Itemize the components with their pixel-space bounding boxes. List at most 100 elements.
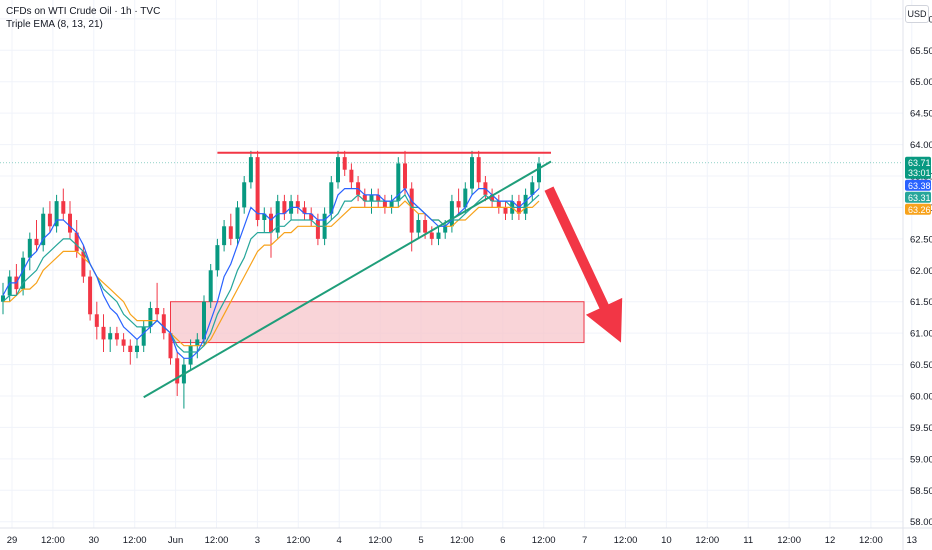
x-tick-label: 12:00	[205, 535, 229, 546]
candle-body	[342, 157, 347, 170]
grid	[0, 0, 913, 528]
candle-body	[215, 245, 220, 271]
candle-body	[476, 157, 481, 183]
candle-body	[396, 163, 401, 202]
x-tick-label: 12:00	[450, 535, 474, 546]
y-tick-label: 61.00	[910, 329, 932, 340]
candles	[1, 150, 541, 409]
candle-body	[7, 276, 12, 296]
candle-body	[490, 194, 495, 202]
candle-body	[443, 226, 448, 233]
candle-body	[94, 314, 99, 327]
candle-body	[362, 194, 367, 202]
candle-body	[195, 339, 200, 346]
x-tick-label: 5	[418, 535, 423, 546]
candle-body	[376, 194, 381, 202]
candle-body	[68, 213, 72, 233]
candle-body	[175, 358, 180, 384]
candle-body	[262, 213, 267, 220]
y-tick-label: 64.50	[910, 109, 932, 120]
symbol-title[interactable]: CFDs on WTI Crude Oil · 1h · TVC	[6, 6, 161, 17]
candle-body	[88, 276, 93, 315]
candle-body	[403, 163, 407, 189]
candle-body	[248, 157, 253, 183]
candle-body	[470, 157, 474, 189]
y-tick-label: 60.50	[910, 360, 932, 371]
y-tick-label: 65.00	[910, 77, 932, 88]
candle-body	[141, 326, 146, 346]
candle-body	[41, 213, 46, 246]
candle-body	[409, 188, 414, 233]
candle-body	[108, 333, 113, 340]
y-tick-label: 58.50	[910, 486, 932, 497]
price-badge-value: 63.26	[908, 205, 931, 215]
x-tick-label: 30	[89, 535, 100, 546]
candle-body	[523, 194, 528, 214]
price-badge	[905, 156, 931, 179]
chart-legend: CFDs on WTI Crude Oil · 1h · TVC Triple …	[6, 5, 160, 31]
x-tick-label: 4	[337, 535, 342, 546]
candle-body	[222, 226, 227, 246]
y-tick-label: 62.50	[910, 234, 932, 245]
x-tick-label: 12:00	[695, 535, 719, 546]
candle-body	[503, 207, 508, 214]
candle-body	[456, 201, 461, 208]
candle-body	[1, 295, 5, 302]
x-tick-label: 3	[255, 535, 260, 546]
candle-body	[74, 232, 79, 252]
x-tick-label: 11	[743, 535, 753, 546]
x-tick-label: 6	[500, 535, 505, 546]
y-tick-label: 59.50	[910, 423, 932, 434]
candle-body	[309, 213, 314, 220]
candle-body	[128, 345, 133, 352]
candle-body	[135, 345, 139, 352]
candle-body	[315, 220, 320, 239]
x-tick-label: 12:00	[286, 535, 310, 546]
target-zone	[170, 301, 585, 344]
candle-body	[269, 213, 273, 233]
candle-body	[429, 232, 434, 239]
candle-body	[530, 182, 535, 195]
candle-body	[101, 326, 106, 340]
ema-fast-line	[2, 187, 540, 359]
candle-body	[168, 333, 173, 359]
x-tick-label: 29	[7, 535, 18, 546]
candle-body	[275, 201, 280, 233]
indicator-title[interactable]: Triple EMA (8, 13, 21)	[6, 19, 103, 30]
candle-body	[155, 308, 160, 315]
drawings	[143, 151, 623, 399]
candle-body	[336, 157, 340, 183]
candle-body	[81, 251, 86, 277]
candle-body	[202, 301, 206, 340]
price-badge-value: 63.71	[908, 158, 931, 168]
candle-body	[416, 220, 421, 233]
candle-body	[242, 182, 247, 208]
price-badge	[905, 203, 931, 215]
currency-button[interactable]: USD	[905, 5, 929, 23]
price-badge-value: 63.31	[908, 193, 931, 203]
trendline	[143, 160, 552, 399]
price-badge	[905, 179, 931, 191]
x-tick-label: 12:00	[41, 535, 65, 546]
x-tick-label: 13	[907, 535, 918, 546]
candle-body	[382, 201, 387, 208]
x-tick-label: 10	[661, 535, 672, 546]
candle-body	[537, 163, 541, 183]
target-zone-layer	[170, 301, 585, 344]
candle-body	[295, 201, 300, 208]
y-tick-label: 60.00	[910, 392, 932, 403]
y-tick-label: 64.00	[910, 140, 932, 151]
candle-body	[21, 257, 26, 290]
candle-body	[496, 201, 501, 208]
ema-lines	[2, 187, 540, 359]
candle-body	[54, 201, 59, 227]
candle-body	[389, 201, 394, 208]
bearish-arrow	[544, 186, 623, 343]
candle-body	[228, 226, 233, 239]
x-tick-label: 12	[825, 535, 836, 546]
x-tick-label: 7	[582, 535, 587, 546]
candle-body	[121, 339, 126, 346]
